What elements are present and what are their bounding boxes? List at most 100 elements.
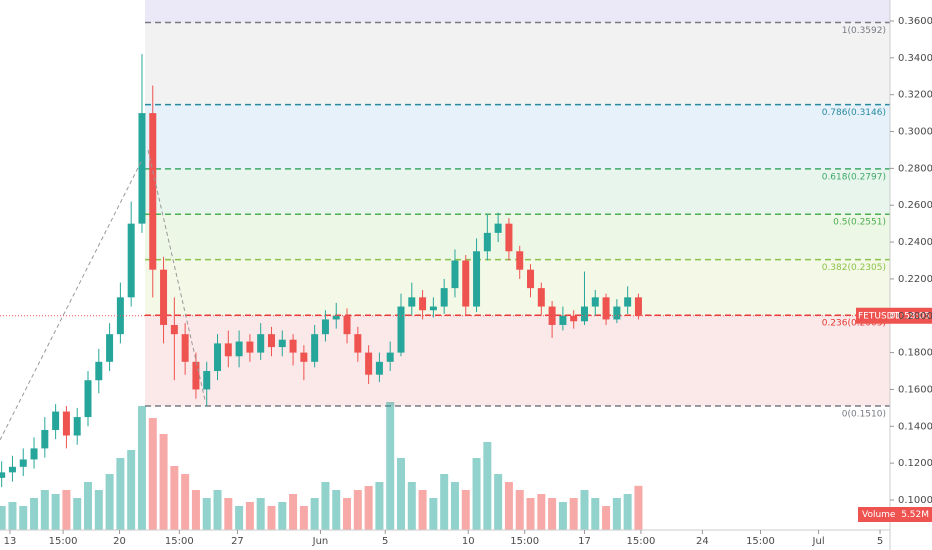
fib-level-label: 0.236(0.2003)	[822, 319, 886, 329]
candle-body	[62, 411, 70, 436]
y-tick-label: 0.3200	[898, 90, 932, 101]
candle-body	[397, 306, 405, 353]
y-tick-label: 0.2200	[898, 274, 932, 285]
candle-body	[494, 223, 502, 233]
volume-bar	[310, 498, 319, 530]
candle-body	[365, 352, 373, 375]
candle-body	[192, 361, 200, 390]
volume-bar	[483, 442, 492, 530]
volume-bar	[580, 490, 589, 530]
candle-body	[127, 223, 135, 298]
x-tick-label: 5	[382, 536, 388, 547]
volume-bar	[450, 482, 459, 530]
volume-bar	[407, 482, 416, 530]
y-tick-label: 0.3000	[898, 127, 932, 138]
y-tick-label: 0.3600	[898, 16, 932, 27]
candle-body	[106, 334, 114, 362]
volume-bar	[440, 474, 449, 530]
fib-level-label: 1(0.3592)	[842, 26, 886, 36]
candle-body	[591, 297, 599, 307]
candle-body	[160, 269, 168, 325]
price-tag-countdown: 01:58:05	[890, 311, 930, 321]
candle-body	[483, 232, 491, 252]
y-tick-label: 0.3400	[898, 53, 932, 64]
y-tick-label: 0.2800	[898, 163, 932, 174]
volume-bar	[375, 482, 384, 530]
fib-zone	[145, 22, 890, 105]
fib-level-label: 0.786(0.3146)	[822, 108, 886, 118]
x-tick-label: 10	[462, 536, 475, 547]
volume-bar	[289, 494, 298, 530]
candle-body	[429, 306, 437, 311]
x-tick-label: 27	[231, 536, 244, 547]
volume-bar	[321, 482, 330, 530]
volume-bar	[127, 450, 136, 530]
candle-body	[300, 352, 308, 362]
volume-bar	[569, 498, 578, 530]
volume-bar	[634, 485, 643, 530]
volume-bar	[137, 406, 146, 530]
candle-body	[419, 297, 427, 311]
volume-bar	[170, 466, 179, 530]
volume-bar	[386, 402, 395, 530]
volume-bar	[181, 474, 190, 530]
volume-bar	[623, 494, 632, 530]
fib-zone-top	[145, 0, 890, 23]
x-tick-label: 15:00	[49, 536, 78, 547]
x-tick-label: Jun	[312, 536, 329, 547]
volume-bar	[245, 502, 254, 530]
y-tick-label: 0.2400	[898, 237, 932, 248]
candle-body	[408, 297, 416, 307]
volume-bar	[105, 474, 114, 530]
volume-bar	[278, 502, 287, 530]
volume-bar	[235, 506, 244, 530]
candle-body	[289, 339, 297, 353]
volume-bar	[299, 506, 308, 530]
x-tick-label: 20	[113, 536, 126, 547]
volume-bar	[0, 506, 6, 530]
volume-bar	[364, 486, 373, 530]
volume-bar	[515, 490, 524, 530]
candle-body	[462, 260, 470, 307]
volume-bar	[30, 498, 39, 530]
volume-bar	[267, 506, 276, 530]
volume-bar	[159, 434, 168, 530]
volume-bar	[548, 498, 557, 530]
price-tag-symbol: FETUSDT	[858, 311, 900, 321]
candle-body	[537, 288, 545, 307]
candle-body	[516, 251, 524, 270]
volume-bar	[461, 490, 470, 530]
y-tick-label: 0.2000	[898, 311, 932, 322]
volume-bar	[343, 498, 352, 530]
fib-trend-down	[147, 149, 206, 401]
candle-body	[267, 334, 275, 348]
x-tick-label: 17	[578, 536, 591, 547]
candle-body	[84, 380, 92, 418]
candle-body	[138, 113, 146, 224]
candle-body	[170, 324, 178, 335]
candle-body	[181, 334, 189, 362]
x-tick-label: 5	[877, 536, 883, 547]
candle-body	[375, 361, 383, 375]
candle-body	[473, 251, 481, 307]
volume-bar	[558, 502, 567, 530]
candle-body	[559, 315, 567, 325]
volume-bar	[40, 490, 49, 530]
x-tick-label: 15:00	[627, 536, 656, 547]
volume-bar	[116, 458, 125, 530]
volume-bar	[213, 490, 222, 530]
candle-body	[203, 371, 211, 390]
candle-body	[224, 343, 232, 357]
volume-bar	[84, 482, 93, 530]
candle-body	[602, 297, 610, 320]
candle-body	[0, 472, 6, 478]
x-tick-label: 13	[4, 536, 17, 547]
candle-body	[214, 343, 222, 372]
volume-bar	[418, 490, 427, 530]
candle-body	[311, 334, 319, 362]
candle-body	[440, 288, 448, 307]
volume-bar	[148, 418, 157, 530]
candle-body	[624, 297, 632, 307]
y-tick-label: 0.1400	[898, 421, 932, 432]
